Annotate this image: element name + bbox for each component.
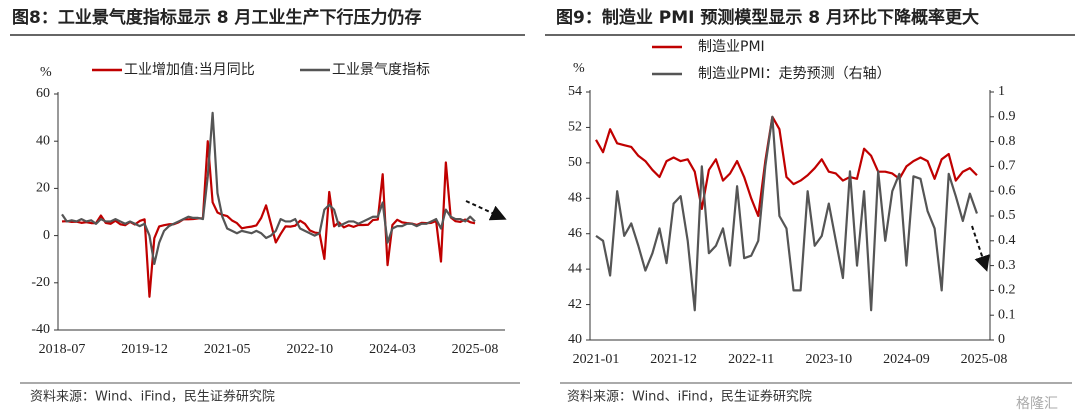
x-tick-label: 2022-11	[728, 352, 774, 367]
legend-label: 工业增加值:当月同比	[124, 62, 255, 78]
trend-arrow	[971, 225, 990, 272]
y2-tick-label: 0.4	[998, 233, 1016, 248]
series-line	[61, 111, 476, 266]
y2-tick-label: 0.3	[998, 258, 1016, 273]
y-axis-label: %	[573, 61, 585, 76]
x-tick-label: 2021-01	[573, 352, 620, 367]
x-tick-label: 2024-03	[369, 342, 416, 357]
y-tick-label: 44	[568, 261, 582, 276]
y-tick-label: 50	[568, 155, 582, 170]
y-tick-label: 40	[568, 332, 582, 347]
legend-label: 制造业PMI	[698, 39, 765, 55]
y-tick-label: -40	[31, 322, 50, 337]
legend-label: 工业景气度指标	[332, 62, 430, 78]
x-tick-label: 2022-10	[286, 342, 333, 357]
x-tick-label: 2021-05	[204, 342, 251, 357]
source: 资料来源：Wind、iFind，民生证券研究院	[567, 389, 812, 405]
y2-tick-label: 0.5	[998, 208, 1016, 223]
y-tick-label: 52	[568, 120, 582, 135]
legend-label: 制造业PMI：走势预测（右轴）	[698, 66, 891, 82]
chart-title: 图8：工业景气度指标显示 8 月工业生产下行压力仍存	[12, 7, 422, 28]
y-tick-label: 40	[36, 133, 50, 148]
y2-tick-label: 0.9	[998, 109, 1016, 124]
chart-title: 图9：制造业 PMI 预测模型显示 8 月环比下降概率更大	[556, 7, 979, 28]
x-tick-label: 2025-08	[961, 352, 1008, 367]
y-tick-label: -20	[31, 275, 50, 290]
x-tick-label: 2018-07	[39, 342, 86, 357]
y2-tick-label: 0.6	[998, 183, 1016, 198]
y-tick-label: 54	[568, 84, 582, 99]
y2-tick-label: 0.8	[998, 134, 1016, 149]
y-tick-label: 20	[36, 181, 50, 196]
series-line	[595, 115, 978, 218]
x-tick-label: 2024-09	[883, 352, 930, 367]
y2-tick-label: 0.1	[998, 307, 1016, 322]
x-tick-label: 2021-12	[650, 352, 697, 367]
y-axis-label: %	[40, 65, 52, 80]
x-tick-label: 2019-12	[121, 342, 168, 357]
series-line	[595, 115, 978, 312]
watermark: 格隆汇	[1016, 396, 1058, 412]
y-tick-label: 48	[568, 191, 582, 206]
y-tick-label: 46	[568, 226, 582, 241]
y-tick-label: 60	[36, 86, 50, 101]
y2-tick-label: 0.7	[998, 159, 1016, 174]
x-tick-label: 2023-10	[805, 352, 852, 367]
y2-tick-label: 0	[998, 332, 1005, 347]
y2-tick-label: 0.2	[998, 283, 1016, 298]
y-tick-label: 0	[43, 228, 50, 243]
y2-tick-label: 1	[998, 84, 1005, 99]
y-tick-label: 42	[568, 297, 582, 312]
source: 资料来源：Wind、iFind，民生证券研究院	[30, 389, 275, 405]
x-tick-label: 2025-08	[452, 342, 499, 357]
